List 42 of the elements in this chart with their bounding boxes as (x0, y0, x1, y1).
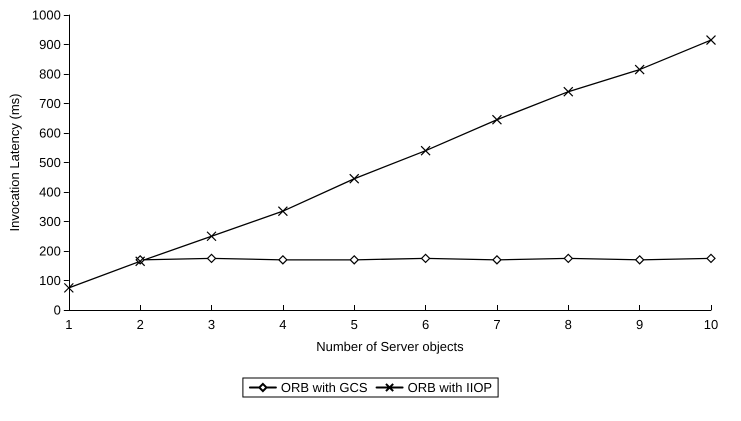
x-tick-label: 2 (136, 317, 144, 332)
y-tick-label: 900 (39, 37, 61, 52)
x-tick-label: 10 (704, 317, 718, 332)
x-axis-title: Number of Server objects (316, 339, 464, 354)
point (706, 254, 716, 263)
point (349, 174, 360, 184)
y-tick-label: 700 (39, 96, 61, 111)
point (492, 255, 502, 264)
point (64, 282, 74, 293)
point (278, 255, 288, 264)
point (563, 86, 574, 97)
point (564, 254, 573, 263)
x-tick-label: 1 (65, 317, 72, 332)
point (492, 114, 502, 125)
x-tick-label: 9 (636, 317, 644, 332)
x-tick-label: 5 (350, 317, 358, 332)
point (634, 64, 645, 75)
legend-label: ORB with GCS (280, 380, 368, 395)
x-tick-label: 4 (279, 317, 286, 332)
point (350, 255, 359, 264)
x-tick-label: 7 (493, 317, 501, 332)
point (206, 231, 217, 242)
y-axis-title: Invocation Latency (ms) (7, 93, 22, 232)
point (706, 34, 716, 46)
x-tick-label: 3 (208, 317, 216, 332)
y-tick-label: 100 (39, 273, 61, 288)
y-tick-label: 800 (39, 66, 61, 82)
point (420, 254, 430, 263)
point (635, 255, 644, 264)
point (278, 206, 288, 216)
y-tick-label: 400 (39, 184, 61, 200)
y-tick-label: 300 (39, 214, 61, 229)
y-tick-label: 200 (39, 244, 61, 258)
point (420, 146, 431, 156)
y-tick-label: 0 (54, 302, 61, 318)
x-tick-label: 6 (422, 317, 430, 332)
legend-label: ORB with IIOP (408, 380, 492, 395)
y-tick-label: 500 (39, 155, 61, 170)
y-tick-label: 1000 (32, 8, 61, 22)
x-tick-label: 8 (564, 317, 572, 332)
y-tick-label: 600 (39, 126, 61, 140)
point (206, 254, 216, 263)
